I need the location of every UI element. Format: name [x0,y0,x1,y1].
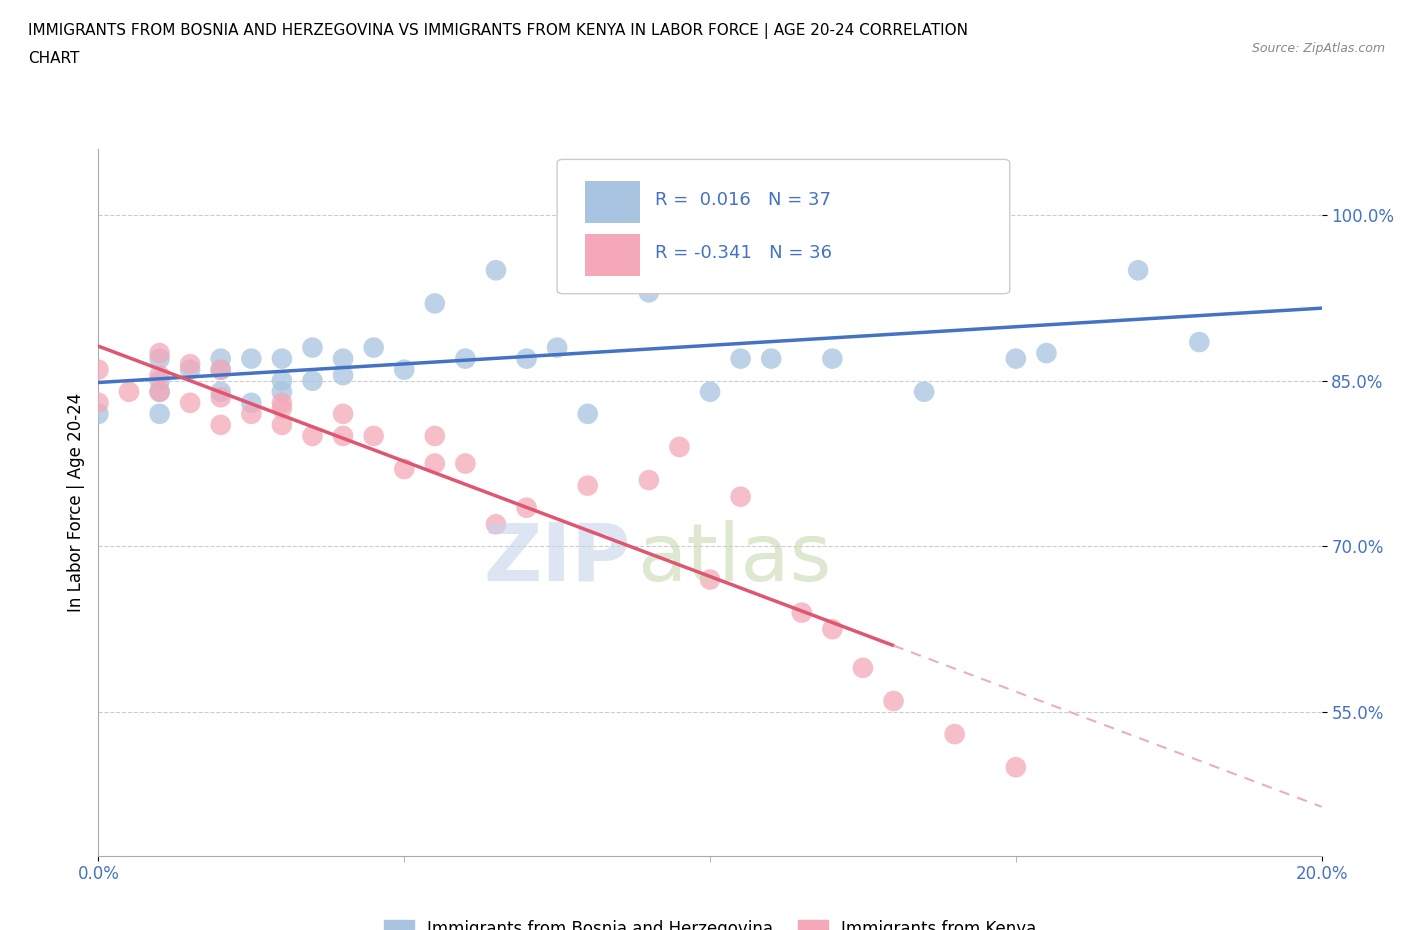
Point [209,384,232,399]
Point [332,429,354,444]
Point [179,395,201,410]
Point [576,478,599,493]
Point [270,384,292,399]
Point [87,363,110,378]
Bar [585,233,640,276]
Point [730,489,752,504]
Point [423,296,446,311]
Point [118,384,141,399]
Point [852,660,875,675]
Point [821,352,844,366]
Point [943,726,966,741]
Point [149,367,172,382]
Point [699,572,721,587]
Text: IMMIGRANTS FROM BOSNIA AND HERZEGOVINA VS IMMIGRANTS FROM KENYA IN LABOR FORCE |: IMMIGRANTS FROM BOSNIA AND HERZEGOVINA V… [28,23,969,39]
Point [516,352,538,366]
Point [576,406,599,421]
Text: ZIP: ZIP [484,520,630,598]
Point [821,622,844,637]
Point [240,352,263,366]
Point [209,363,232,378]
Text: atlas: atlas [637,520,831,598]
Point [179,363,201,378]
Point [423,429,446,444]
Point [149,373,172,388]
Point [1128,263,1150,278]
Point [1035,346,1057,361]
Point [516,500,538,515]
Point [87,406,110,421]
Point [87,395,110,410]
Point [637,285,661,299]
Point [1004,760,1026,775]
Point [209,418,232,432]
Point [759,352,782,366]
Text: R = -0.341   N = 36: R = -0.341 N = 36 [655,245,832,262]
Point [209,352,232,366]
Point [699,384,721,399]
Point [668,440,690,455]
Text: R =  0.016   N = 37: R = 0.016 N = 37 [655,192,831,209]
Point [454,456,477,471]
Point [392,363,416,378]
Point [454,352,477,366]
Y-axis label: In Labor Force | Age 20-24: In Labor Force | Age 20-24 [66,392,84,612]
Point [270,373,292,388]
Point [149,352,172,366]
Point [332,352,354,366]
Point [209,363,232,378]
Legend: Immigrants from Bosnia and Herzegovina, Immigrants from Kenya: Immigrants from Bosnia and Herzegovina, … [377,913,1043,930]
Point [332,406,354,421]
Point [270,352,292,366]
Point [790,605,813,620]
Point [240,406,263,421]
Point [637,472,661,487]
Point [1188,335,1211,350]
Point [149,384,172,399]
Point [270,418,292,432]
Point [301,340,323,355]
Point [363,429,385,444]
Point [730,352,752,366]
Text: Source: ZipAtlas.com: Source: ZipAtlas.com [1251,42,1385,55]
Point [332,367,354,382]
Point [301,429,323,444]
Point [546,340,568,355]
Point [240,395,263,410]
Point [209,390,232,405]
Text: CHART: CHART [28,51,80,66]
Point [423,456,446,471]
Point [485,517,508,532]
Point [149,384,172,399]
Point [149,346,172,361]
Bar [585,180,640,223]
Point [392,461,416,476]
Point [179,357,201,372]
Point [912,384,935,399]
Point [943,219,966,233]
Point [270,401,292,416]
Point [485,263,508,278]
Point [270,395,292,410]
Point [301,373,323,388]
FancyBboxPatch shape [557,159,1010,294]
Point [363,340,385,355]
Point [1004,352,1026,366]
Point [149,406,172,421]
Point [883,694,905,709]
